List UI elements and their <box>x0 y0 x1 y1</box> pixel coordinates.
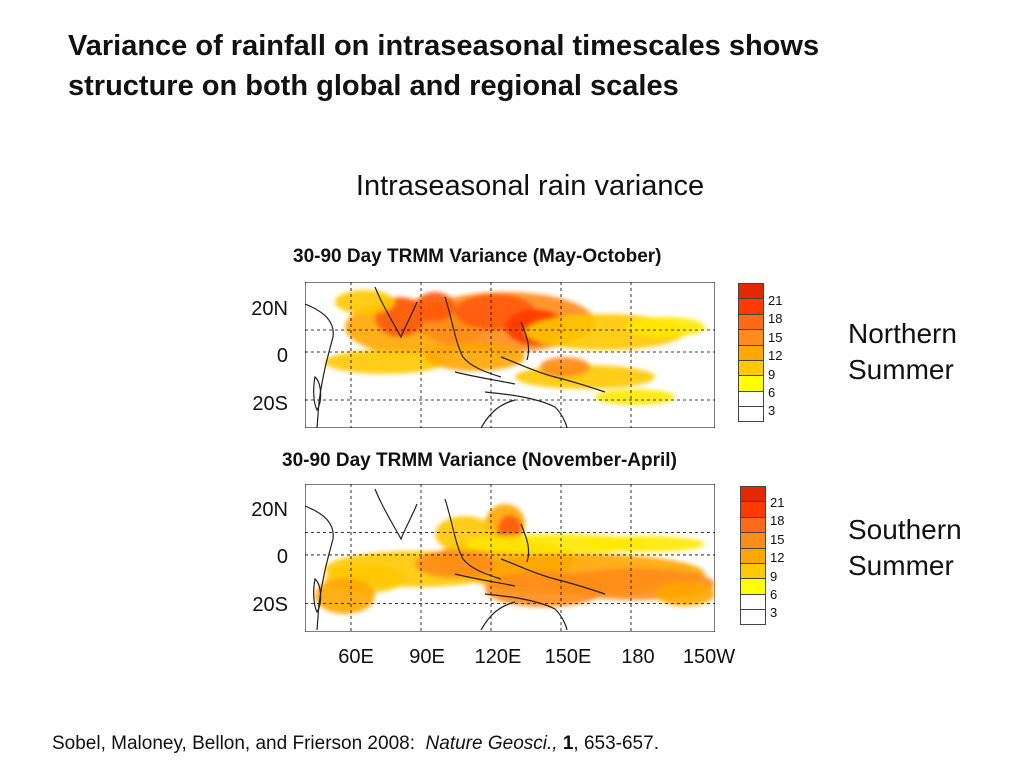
coastlines <box>305 286 606 428</box>
rain-variance-patch <box>335 290 395 314</box>
rain-variance-patch <box>315 578 375 614</box>
season-line2: Summer <box>848 354 954 385</box>
lon-label-150w: 150W <box>682 646 736 668</box>
legend-swatch <box>738 390 764 407</box>
lon-label-90e: 90E <box>409 646 445 668</box>
legend-label: 21 <box>768 293 783 308</box>
rain-variance-patch <box>415 550 495 578</box>
legend-label: 6 <box>768 385 776 401</box>
map-title-november-april: 30-90 Day TRMM Variance (November-April) <box>282 450 677 471</box>
legend-swatch-bottom <box>740 609 766 625</box>
citation-journal: Nature Geosci., <box>425 733 558 754</box>
legend-label: 18 <box>768 311 783 327</box>
lat-label-20n: 20N <box>251 499 288 521</box>
legend-swatch-bottom <box>738 406 764 422</box>
legend-swatch <box>740 593 766 610</box>
legend-label: 15 <box>770 531 785 547</box>
legend-label: 18 <box>770 513 785 529</box>
legend-swatch <box>738 359 764 376</box>
season-line1: Southern <box>848 514 962 545</box>
legend-swatch <box>738 329 764 345</box>
lon-label-120e: 120E <box>474 646 522 668</box>
legend-label: 6 <box>770 587 778 603</box>
rain-variance-patch <box>585 536 705 552</box>
figure-subtitle: Intraseasonal rain variance <box>355 170 705 202</box>
legend-label: 15 <box>768 329 783 345</box>
rain-variance-patch <box>415 292 455 322</box>
slide-title: Variance of rainfall on intraseasonal ti… <box>68 30 820 102</box>
legend-labels-may-october: 21 18 15 12 9 6 3 <box>768 292 782 421</box>
map-title-may-october: 30-90 Day TRMM Variance (May-October) <box>293 246 662 267</box>
legend-swatch <box>740 532 766 548</box>
lat-label-20s: 20S <box>252 393 288 415</box>
legend-label: 12 <box>770 550 785 566</box>
legend-labels-november-april: 21 18 15 12 9 6 3 <box>770 494 784 623</box>
rain-variance-patch <box>325 350 445 374</box>
season-label-northern: Northern Summer <box>848 316 957 388</box>
legend-swatch <box>740 501 766 517</box>
legend-label: 9 <box>770 568 778 584</box>
legend-swatch <box>740 547 766 563</box>
lat-label-20n: 20N <box>251 298 288 320</box>
map-november-april <box>305 484 715 632</box>
rain-variance-patch <box>540 357 590 377</box>
lon-label-150e: 150E <box>544 646 592 668</box>
legend-swatch-top <box>740 486 766 502</box>
legend-swatch <box>740 578 766 594</box>
legend-swatch <box>740 562 766 579</box>
citation-authors: Sobel, Maloney, Bellon, and Frierson 200… <box>52 733 415 754</box>
legend-label: 3 <box>770 605 778 621</box>
coastlines <box>305 488 606 631</box>
color-legend-may-october <box>738 283 764 422</box>
legend-label: 12 <box>768 348 783 364</box>
rain-variance-patch <box>595 389 675 405</box>
citation-pages: , 653-657. <box>573 733 659 754</box>
legend-label: 3 <box>768 403 776 419</box>
legend-swatch <box>740 516 766 533</box>
lon-label-180: 180 <box>621 646 655 668</box>
citation-volume: 1 <box>562 733 574 754</box>
rain-variance-patch <box>655 582 715 606</box>
season-line1: Northern <box>848 318 957 349</box>
legend-swatch-top <box>738 283 764 299</box>
color-legend-november-april <box>740 486 766 625</box>
legend-label: 21 <box>770 495 785 510</box>
lat-label-20s: 20S <box>252 594 288 616</box>
lat-label-eq: 0 <box>276 345 288 367</box>
map-may-october <box>305 282 715 428</box>
season-label-southern: Southern Summer <box>848 512 962 584</box>
season-line2: Summer <box>848 550 954 581</box>
legend-swatch <box>738 344 764 360</box>
lon-label-60e: 60E <box>338 646 374 668</box>
legend-label: 9 <box>768 366 776 382</box>
legend-swatch <box>738 375 764 391</box>
rain-variance-patch <box>425 343 525 371</box>
citation: Sobel, Maloney, Bellon, and Frierson 200… <box>52 733 659 755</box>
rain-variance-patch <box>625 317 705 337</box>
legend-swatch <box>738 313 764 330</box>
lat-label-eq: 0 <box>276 546 288 568</box>
legend-swatch <box>738 298 764 314</box>
